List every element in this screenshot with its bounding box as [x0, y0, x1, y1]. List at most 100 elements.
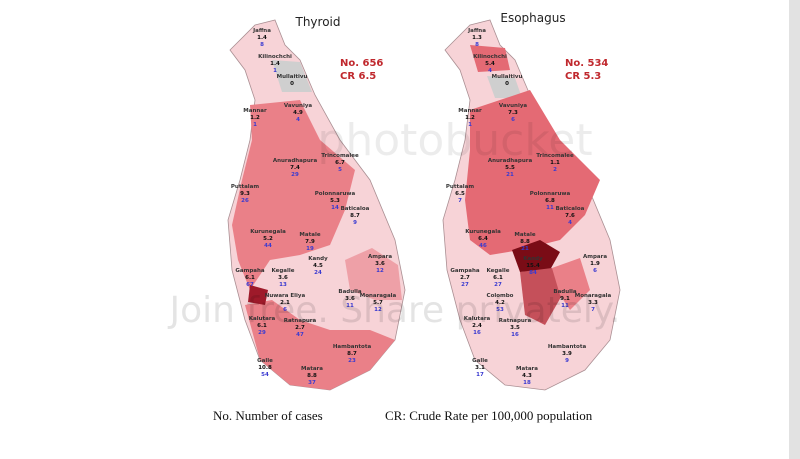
district-cases: 16 — [511, 332, 519, 338]
district-cases: 9 — [353, 220, 357, 226]
district-name: Badulla — [553, 289, 577, 295]
district-cases: 29 — [258, 330, 266, 336]
district-name: Jaffna — [252, 28, 271, 34]
district-rate: 0 — [290, 81, 294, 87]
district-cases: 44 — [264, 243, 272, 249]
district-rate: 4.5 — [313, 263, 323, 269]
district-name: Kilinochchi — [258, 54, 292, 60]
nuwara-eliya — [520, 268, 565, 325]
district-name: Gampaha — [235, 268, 265, 274]
district-name: Matale — [514, 232, 535, 238]
district-cases: 6 — [283, 307, 287, 313]
district-rate: 9.1 — [560, 296, 570, 302]
map-title: Esophagus — [500, 11, 565, 25]
district-cases: 19 — [306, 246, 314, 252]
district-name: Kurunegala — [250, 229, 286, 235]
district-name: Anuradhapura — [488, 158, 533, 164]
district-rate: 1.4 — [270, 61, 280, 67]
district-cases: 24 — [314, 270, 322, 276]
district-name: Kurunegala — [465, 229, 501, 235]
district-rate: 7.4 — [290, 165, 300, 171]
district-rate: 5.3 — [330, 198, 340, 204]
district-name: Mannar — [458, 108, 482, 114]
district-rate: 8.8 — [307, 373, 317, 379]
district-rate: 5.7 — [373, 300, 383, 306]
colombo — [248, 285, 268, 305]
district-cases: 4 — [488, 68, 492, 74]
district-name: Hambantota — [548, 344, 587, 350]
district-name: Galle — [472, 358, 488, 364]
district-rate: 7.9 — [305, 239, 315, 245]
district-rate: 5.5 — [505, 165, 515, 171]
district-cases: 23 — [348, 358, 356, 364]
district-cases: 14 — [331, 205, 339, 211]
district-rate: 10.8 — [258, 365, 272, 371]
district-name: Trincomalee — [536, 153, 574, 159]
district-cases: 11 — [346, 303, 354, 309]
district-cases: 27 — [494, 282, 502, 288]
district-name: Kalutara — [249, 316, 276, 322]
district-rate: 8.7 — [350, 213, 360, 219]
esophagus-map: Jaffna1.38Kilinochchi5.44Mullaitivu0Mann… — [442, 19, 621, 391]
district-name: Nuwara Eliya — [265, 293, 306, 299]
district-rate: 5.4 — [485, 61, 495, 67]
district-cases: 7 — [591, 307, 595, 313]
district-cases: 8 — [475, 42, 479, 48]
district-name: Galle — [257, 358, 273, 364]
district-rate: 7.6 — [565, 213, 575, 219]
central-region — [465, 90, 600, 255]
footer-right: CR: Crude Rate per 100,000 population — [385, 408, 593, 423]
kilinochchi — [470, 45, 510, 72]
district-rate: 1.2 — [250, 115, 260, 121]
district-cases: 29 — [291, 172, 299, 178]
district-name: Hambantota — [333, 344, 372, 350]
watermark-brand: photobucket — [317, 115, 592, 166]
district-cases: 26 — [241, 198, 249, 204]
district-name: Matale — [299, 232, 320, 238]
district-cases: 21 — [506, 172, 514, 178]
district-name: Baticaloa — [556, 206, 585, 212]
district-rate: 8.7 — [347, 351, 357, 357]
district-cases: 1 — [468, 122, 472, 128]
district-name: Jaffna — [467, 28, 486, 34]
southern-region — [245, 300, 395, 390]
district-name: Kegalle — [271, 268, 294, 274]
district-rate: 4.2 — [495, 300, 505, 306]
central-region — [232, 100, 355, 290]
district-rate: 6.7 — [335, 160, 345, 166]
district-rate: 2.7 — [460, 275, 470, 281]
mullaitivu — [487, 76, 522, 98]
district-rate: 7.3 — [508, 110, 518, 116]
district-cases: 16 — [473, 330, 481, 336]
district-name: Mannar — [243, 108, 267, 114]
district-rate: 6.4 — [478, 236, 488, 242]
district-cases: 4 — [296, 117, 300, 123]
district-rate: 15.4 — [526, 263, 540, 269]
district-name: Kandy — [308, 256, 328, 262]
edge-bar — [789, 0, 800, 459]
district-name: Kegalle — [486, 268, 509, 274]
footer-left: No. Number of cases — [213, 408, 323, 423]
eastern-region — [345, 248, 402, 300]
district-name: Puttalam — [231, 184, 260, 190]
district-cases: 18 — [523, 380, 531, 386]
district-name: Ratnapura — [284, 318, 317, 324]
district-name: Monaragala — [360, 293, 397, 299]
district-rate: 1.1 — [550, 160, 560, 166]
district-cases: 12 — [374, 307, 382, 313]
district-name: Vavuniya — [499, 103, 528, 109]
district-cases: 67 — [246, 282, 254, 288]
district-name: Matara — [516, 366, 538, 372]
district-name: Monaragala — [575, 293, 612, 299]
district-cases: 8 — [260, 42, 264, 48]
district-rate: 2.4 — [472, 323, 482, 329]
district-rate: 4.9 — [293, 110, 303, 116]
district-name: Ampara — [368, 254, 392, 260]
case-count: No. 656 — [340, 58, 383, 69]
district-cases: 54 — [261, 372, 269, 378]
district-cases: 21 — [521, 246, 529, 252]
district-cases: 5 — [338, 167, 342, 173]
district-cases: 1 — [273, 68, 277, 74]
